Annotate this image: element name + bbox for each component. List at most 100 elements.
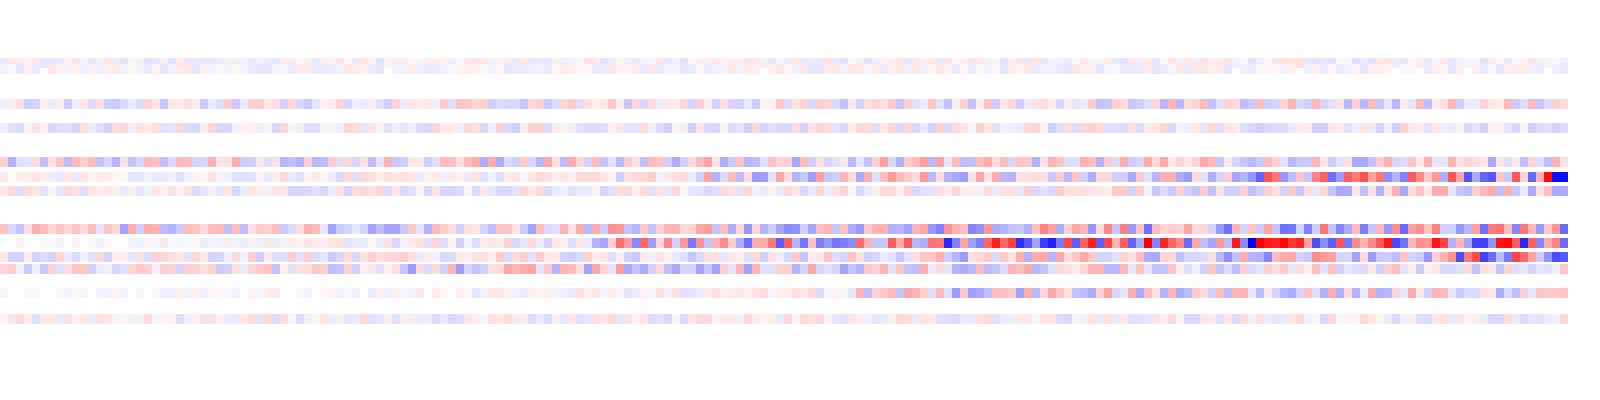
heatmap-cell <box>576 99 584 109</box>
heatmap-cell <box>1528 264 1536 274</box>
heatmap-cell <box>768 252 776 262</box>
heatmap-cell <box>416 288 424 298</box>
heatmap-cell <box>160 157 168 167</box>
heatmap-cell <box>240 224 248 234</box>
heatmap-cell <box>128 123 136 133</box>
heatmap-cell <box>616 172 624 182</box>
heatmap-cell <box>0 224 8 234</box>
heatmap-cell <box>128 264 136 274</box>
heatmap-cell <box>1032 58 1040 68</box>
heatmap-cell <box>696 252 704 262</box>
heatmap-cell <box>96 157 104 167</box>
heatmap-cell <box>784 252 792 262</box>
heatmap-cell <box>104 157 112 167</box>
heatmap-cell <box>1480 99 1488 109</box>
heatmap-cell <box>0 288 8 298</box>
heatmap-cell <box>584 288 592 298</box>
heatmap-cell <box>64 64 72 74</box>
heatmap-cell <box>1104 288 1112 298</box>
heatmap-cell <box>608 157 616 167</box>
heatmap-cell <box>1112 186 1120 196</box>
heatmap-cell <box>536 58 544 68</box>
heatmap-cell <box>168 64 176 74</box>
heatmap-cell <box>896 123 904 133</box>
heatmap-cell <box>720 314 728 324</box>
heatmap-cell <box>1368 264 1376 274</box>
heatmap-cell <box>936 264 944 274</box>
heatmap-cell <box>1552 224 1560 234</box>
heatmap-cell <box>856 99 864 109</box>
heatmap-cell <box>824 123 832 133</box>
heatmap-cell <box>1216 186 1224 196</box>
heatmap-cell <box>56 238 64 248</box>
heatmap-cell <box>800 123 808 133</box>
heatmap-cell <box>520 99 528 109</box>
heatmap-cell <box>704 172 712 182</box>
heatmap-cell <box>56 288 64 298</box>
heatmap-cell <box>1560 123 1568 133</box>
heatmap-cell <box>1192 252 1200 262</box>
heatmap-cell <box>1208 64 1216 74</box>
heatmap-cell <box>688 238 696 248</box>
heatmap-cell <box>896 99 904 109</box>
heatmap-cell <box>424 314 432 324</box>
heatmap-cell <box>1360 238 1368 248</box>
heatmap-cell <box>1256 186 1264 196</box>
heatmap-cell <box>368 172 376 182</box>
heatmap-cell <box>904 99 912 109</box>
heatmap-cell <box>1120 157 1128 167</box>
heatmap-cell <box>136 264 144 274</box>
heatmap-cell <box>1400 186 1408 196</box>
heatmap-cell <box>752 314 760 324</box>
heatmap-cell <box>608 288 616 298</box>
heatmap-cell <box>1208 264 1216 274</box>
heatmap-cell <box>1352 157 1360 167</box>
heatmap-cell <box>1376 224 1384 234</box>
heatmap-cell <box>1392 264 1400 274</box>
heatmap-cell <box>496 314 504 324</box>
heatmap-cell <box>1480 123 1488 133</box>
heatmap-cell <box>936 99 944 109</box>
heatmap-cell <box>1064 264 1072 274</box>
heatmap-cell <box>1224 264 1232 274</box>
heatmap-cell <box>944 64 952 74</box>
heatmap-cell <box>632 288 640 298</box>
heatmap-cell <box>1016 288 1024 298</box>
heatmap-cell <box>592 99 600 109</box>
heatmap-cell <box>1112 288 1120 298</box>
heatmap-cell <box>1536 314 1544 324</box>
heatmap-cell <box>608 64 616 74</box>
heatmap-cell <box>848 172 856 182</box>
heatmap-cell <box>1264 288 1272 298</box>
heatmap-cell <box>1096 99 1104 109</box>
heatmap-cell <box>736 224 744 234</box>
heatmap-cell <box>464 288 472 298</box>
heatmap-cell <box>232 157 240 167</box>
heatmap-cell <box>512 238 520 248</box>
heatmap-cell <box>1272 238 1280 248</box>
heatmap-cell <box>1080 238 1088 248</box>
heatmap-cell <box>1136 99 1144 109</box>
heatmap-cell <box>72 238 80 248</box>
heatmap-cell <box>784 157 792 167</box>
heatmap-cell <box>424 186 432 196</box>
heatmap-cell <box>1456 252 1464 262</box>
heatmap-cell <box>1232 252 1240 262</box>
heatmap-cell <box>1288 288 1296 298</box>
heatmap-cell <box>568 288 576 298</box>
heatmap-cell <box>312 314 320 324</box>
heatmap-cell <box>896 58 904 68</box>
heatmap-cell <box>248 252 256 262</box>
heatmap-cell <box>928 123 936 133</box>
heatmap-cell <box>648 186 656 196</box>
heatmap-cell <box>1256 58 1264 68</box>
heatmap-cell <box>1528 172 1536 182</box>
heatmap-cell <box>736 172 744 182</box>
heatmap-cell <box>1496 58 1504 68</box>
heatmap-cell <box>48 157 56 167</box>
heatmap-cell <box>992 238 1000 248</box>
heatmap-cell <box>536 238 544 248</box>
heatmap-cell <box>560 264 568 274</box>
heatmap-cell <box>992 123 1000 133</box>
heatmap-cell <box>400 172 408 182</box>
